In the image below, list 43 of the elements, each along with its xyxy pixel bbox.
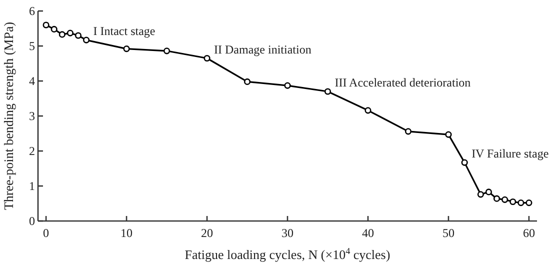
x-tick-label: 60 (522, 226, 535, 240)
annotation: I Intact stage (93, 24, 156, 38)
point (502, 196, 508, 203)
y-tick-label: 5 (29, 38, 35, 53)
point (74, 32, 82, 39)
annotation: II Damage initiation (214, 42, 312, 56)
point (66, 30, 74, 36)
x-tick-label: 50 (442, 226, 454, 240)
x-tick-label: 40 (362, 226, 374, 240)
x-axis-title: Fatigue loading cycles, N (×10$^{4}$ cycles) (184, 246, 390, 262)
point (518, 200, 524, 206)
y-tick-label: 3 (29, 108, 35, 123)
point (50, 26, 58, 32)
point (58, 31, 66, 38)
point (244, 78, 251, 85)
y-tick-label: 1 (29, 178, 35, 193)
y-tick-label: 0 (29, 214, 35, 228)
point (284, 82, 291, 89)
point (477, 191, 484, 198)
y-tick-label: 6 (29, 4, 35, 18)
y-tick-label: 4 (29, 74, 35, 88)
point (445, 131, 452, 138)
point (510, 198, 516, 206)
x-tick-label: 30 (282, 226, 294, 240)
x-tick-label: 10 (120, 226, 133, 240)
point (204, 54, 210, 62)
annotation: IV Failure stage (472, 146, 549, 161)
annotation: III Accelerated deterioration (334, 76, 471, 90)
point (404, 128, 412, 135)
point (485, 188, 492, 196)
point (493, 195, 500, 202)
y-axis-title: Three-point bending strength (MPa) (1, 22, 16, 210)
point (123, 46, 130, 52)
point (324, 88, 332, 95)
point (163, 48, 170, 54)
point (364, 107, 372, 114)
point (526, 200, 532, 206)
point (461, 159, 468, 166)
point (82, 36, 90, 44)
y-tick-label: 2 (29, 144, 35, 158)
x-tick-label: 0 (43, 226, 50, 240)
x-tick-label: 20 (201, 226, 214, 240)
point (42, 22, 50, 28)
